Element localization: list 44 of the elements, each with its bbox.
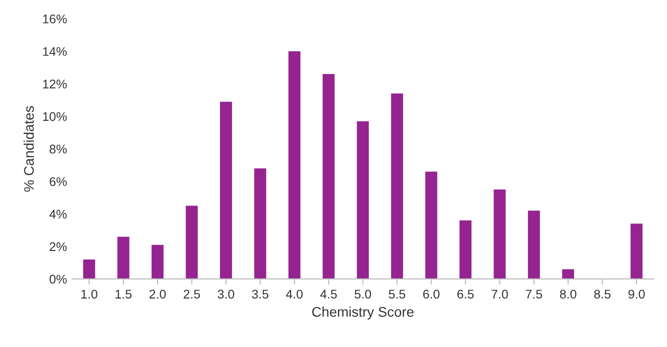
bar [322,74,335,279]
x-tick-label: 7.5 [526,290,542,299]
bar [254,168,266,279]
x-tick-label: 2.0 [150,290,166,299]
y-tick-label: 4% [49,210,67,219]
y-tick-label: 12% [43,80,67,88]
bar [117,236,130,279]
bar [425,172,438,279]
bar [83,259,96,279]
x-tick-label: 4.5 [320,290,337,299]
y-axis-title: % Candidates [24,106,34,192]
y-tick-label: 10% [43,112,67,121]
x-tick-label: 1.0 [81,290,98,299]
x-tick-label: 6.0 [423,290,440,299]
x-tick-label: 9.0 [628,290,645,299]
bar [528,210,540,279]
x-tick-label: 6.5 [457,290,474,299]
bar [630,224,643,279]
x-tick-label: 5.0 [354,290,372,299]
x-tick-label: 3.0 [218,290,234,299]
x-tick-label: 1.5 [116,290,132,299]
x-tick-label: 3.5 [252,290,268,299]
bar [460,220,472,279]
x-axis-title: Chemistry Score [312,306,414,320]
bar [391,94,404,279]
y-tick-label: 16% [43,14,67,24]
x-tick-label: 4.0 [286,290,303,299]
bar [356,121,369,279]
y-tick-label: 8% [50,144,67,154]
y-tick-label: 6% [50,177,67,186]
bar [494,190,506,279]
x-tick-label: 2.5 [184,290,200,299]
bar [288,51,300,279]
y-tick-label: 2% [50,242,67,252]
bar [152,244,164,279]
bar [220,102,232,279]
x-tick-label: 7.0 [492,290,508,299]
bar [186,206,198,279]
x-tick-label: 8.5 [594,290,611,299]
y-tick-label: 0% [50,274,67,284]
y-tick-label: 14% [43,47,67,56]
x-tick-label: 5.5 [388,290,406,299]
bar [562,269,574,279]
x-tick-label: 8.0 [560,290,576,299]
